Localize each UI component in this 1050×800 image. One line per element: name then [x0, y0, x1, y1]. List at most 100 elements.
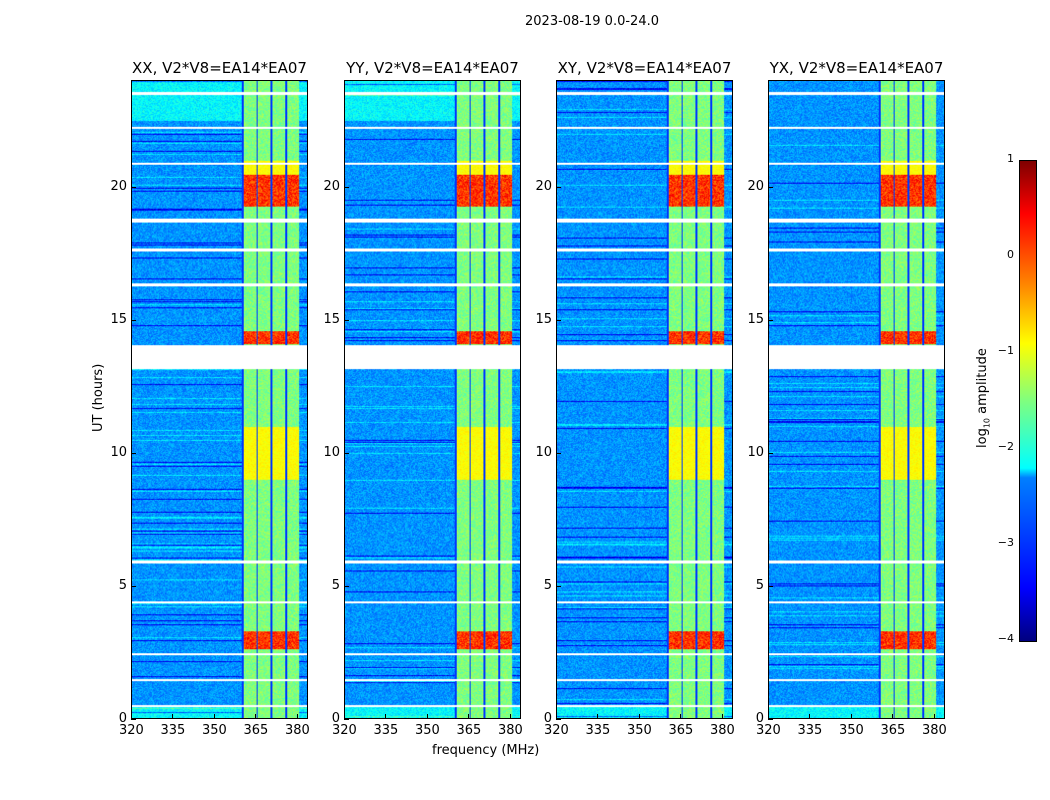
- x-tick: [680, 714, 682, 719]
- y-tick-label: 5: [755, 577, 764, 593]
- x-tick-label: 350: [838, 723, 864, 738]
- y-tick: [344, 186, 349, 188]
- y-tick: [768, 319, 773, 321]
- x-tick-label: 320: [119, 723, 144, 738]
- y-tick-label: 20: [110, 178, 127, 194]
- y-tick: [556, 319, 561, 321]
- x-tick-label: 380: [497, 723, 523, 738]
- y-tick: [131, 452, 136, 454]
- x-tick-label: 335: [160, 723, 186, 738]
- x-tick-label: 335: [373, 723, 399, 738]
- x-tick-label: 335: [585, 723, 611, 738]
- y-tick-label: 15: [323, 311, 340, 327]
- panel-title: YY, V2*V8=EA14*EA07: [346, 59, 519, 77]
- y-tick-label: 10: [747, 444, 764, 460]
- y-tick-label: 20: [535, 178, 552, 194]
- heatmap-canvas: [132, 81, 307, 718]
- colorbar-tick-label: −3: [997, 536, 1014, 549]
- y-tick: [556, 186, 561, 188]
- y-tick-label: 15: [535, 311, 552, 327]
- heatmap-canvas: [769, 81, 944, 718]
- x-tick: [385, 714, 387, 719]
- y-tick: [344, 719, 349, 720]
- heatmap-canvas: [345, 81, 520, 718]
- panel-title: XX, V2*V8=EA14*EA07: [132, 59, 307, 77]
- x-tick-label: 380: [921, 723, 947, 738]
- y-tick: [131, 585, 136, 587]
- y-tick-label: 0: [543, 711, 552, 726]
- y-tick-label: 5: [543, 577, 552, 593]
- x-tick-label: 320: [544, 723, 569, 738]
- panel-title: XY, V2*V8=EA14*EA07: [557, 59, 732, 77]
- y-tick-label: 20: [747, 178, 764, 194]
- x-tick: [172, 714, 174, 719]
- colorbar: [1019, 160, 1037, 642]
- x-tick-label: 380: [284, 723, 310, 738]
- y-tick: [556, 719, 561, 720]
- x-tick-label: 365: [243, 723, 269, 738]
- y-tick: [344, 585, 349, 587]
- colorbar-tick-label: 0: [1007, 248, 1014, 261]
- y-tick-label: 10: [110, 444, 127, 460]
- y-tick-label: 0: [755, 711, 764, 726]
- heatmap-canvas: [557, 81, 732, 718]
- x-tick: [255, 714, 257, 719]
- y-axis-label: UT (hours): [91, 363, 106, 432]
- x-tick: [892, 714, 894, 719]
- x-tick-label: 350: [414, 723, 440, 738]
- x-tick: [809, 714, 811, 719]
- heatmap-panel: [556, 80, 733, 719]
- y-tick-label: 10: [323, 444, 340, 460]
- colorbar-tick-label: 1: [1007, 152, 1014, 165]
- heatmap-panel: [131, 80, 308, 719]
- colorbar-tick-label: −1: [997, 344, 1014, 357]
- x-tick-label: 350: [626, 723, 652, 738]
- x-tick: [468, 714, 470, 719]
- y-tick: [768, 452, 773, 454]
- y-tick: [344, 452, 349, 454]
- y-tick-label: 0: [118, 711, 127, 726]
- x-tick-label: 365: [880, 723, 906, 738]
- y-tick: [131, 319, 136, 321]
- x-tick: [556, 714, 557, 719]
- x-tick-label: 320: [332, 723, 357, 738]
- x-tick: [768, 714, 769, 719]
- x-tick: [509, 714, 511, 719]
- panel-title: YX, V2*V8=EA14*EA07: [769, 59, 944, 77]
- x-tick-label: 320: [756, 723, 781, 738]
- y-tick-label: 15: [747, 311, 764, 327]
- x-tick: [426, 714, 428, 719]
- y-tick: [131, 719, 136, 720]
- colorbar-label: log10 amplitude: [975, 348, 992, 448]
- y-tick: [556, 452, 561, 454]
- y-tick: [768, 585, 773, 587]
- y-tick: [344, 319, 349, 321]
- figure-title: 2023-08-19 0.0-24.0: [525, 14, 659, 29]
- x-tick: [296, 714, 298, 719]
- heatmap-panel: [768, 80, 945, 719]
- x-axis-label: frequency (MHz): [432, 743, 540, 758]
- y-tick-label: 20: [323, 178, 340, 194]
- x-tick: [933, 714, 935, 719]
- y-tick: [768, 719, 773, 720]
- x-tick: [597, 714, 599, 719]
- y-tick: [131, 186, 136, 188]
- x-tick: [131, 714, 132, 719]
- y-tick-label: 15: [110, 311, 127, 327]
- colorbar-tick-label: −2: [997, 440, 1014, 453]
- colorbar-tick-label: −4: [997, 632, 1014, 645]
- x-tick: [850, 714, 852, 719]
- x-tick: [721, 714, 723, 719]
- x-tick-label: 365: [456, 723, 482, 738]
- y-tick-label: 5: [118, 577, 127, 593]
- x-tick: [213, 714, 215, 719]
- y-tick: [556, 585, 561, 587]
- y-tick-label: 5: [331, 577, 340, 593]
- heatmap-panel: [344, 80, 521, 719]
- y-tick-label: 0: [331, 711, 340, 726]
- x-tick-label: 335: [797, 723, 823, 738]
- y-tick-label: 10: [535, 444, 552, 460]
- x-tick-label: 365: [668, 723, 694, 738]
- x-tick: [638, 714, 640, 719]
